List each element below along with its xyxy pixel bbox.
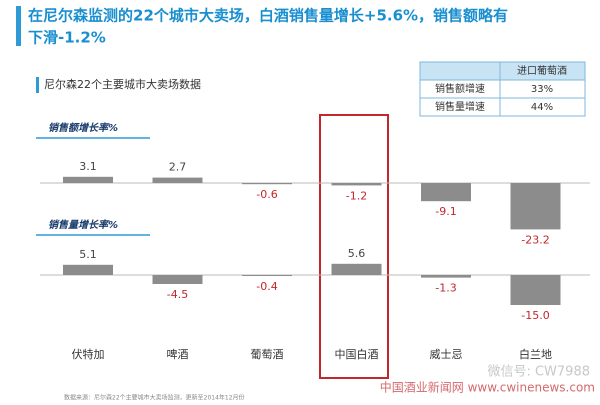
category-label: 啤酒 [167, 347, 189, 361]
table-cell: 销售量增速 [435, 100, 485, 113]
data-label: -1.2 [346, 189, 367, 202]
highlight-box [319, 114, 389, 379]
bar [63, 264, 113, 275]
source-note: 数据来源：尼尔森22个主要城市大卖场监测，更新至2014年12月份 [64, 394, 245, 402]
table-cell: 销售额增速 [435, 82, 485, 95]
bar [242, 183, 292, 185]
data-label: 5.6 [348, 247, 366, 260]
category-label: 葡萄酒 [251, 348, 284, 361]
watermark: 中国酒业新闻网 www.cwinenews.com [380, 380, 595, 395]
category-label: 威士忌 [430, 348, 463, 361]
bar [152, 177, 203, 183]
data-label: 2.7 [169, 161, 187, 174]
info-table: 进口葡萄酒 销售额增速 33% 销售量增速 44% [419, 61, 586, 117]
subtitle-marker [36, 77, 39, 93]
slide-title-line2: 下滑-1.2% [28, 29, 106, 47]
bar [510, 183, 561, 230]
bar [331, 183, 382, 186]
category-label: 白兰地 [519, 347, 552, 361]
chart-title: 销售额增长率% [48, 122, 118, 134]
accent-bar [16, 6, 21, 46]
bar [242, 275, 292, 276]
data-label: -4.5 [167, 288, 188, 301]
category-label: 中国白酒 [335, 347, 379, 361]
bar [152, 275, 203, 284]
data-label: -1.3 [435, 282, 456, 295]
bar [421, 275, 471, 278]
data-label: 5.1 [79, 248, 97, 261]
table-row [419, 97, 586, 117]
data-label: -9.1 [435, 205, 456, 218]
slide-title: 在尼尔森监测的22个城市大卖场，白酒销售量增长+5.6%，销售额略有 [28, 7, 508, 25]
watermark: 微信号: CW7988 [487, 365, 590, 380]
bar [63, 176, 113, 183]
bar [421, 183, 471, 202]
data-label: -0.6 [256, 188, 277, 201]
table-header: 进口葡萄酒 [517, 64, 567, 77]
bar [331, 263, 382, 275]
bar [510, 275, 561, 305]
data-label: -15.0 [521, 309, 549, 322]
table-cell: 33% [531, 84, 553, 95]
subtitle: 尼尔森22个主要城市大卖场数据 [44, 77, 201, 91]
table-cell: 44% [531, 102, 553, 113]
category-label: 伏特加 [72, 347, 105, 361]
chart-title: 销售量增长率% [48, 219, 118, 231]
data-label: 3.1 [79, 160, 97, 173]
data-label: -23.2 [521, 233, 549, 246]
data-label: -0.4 [256, 280, 277, 293]
